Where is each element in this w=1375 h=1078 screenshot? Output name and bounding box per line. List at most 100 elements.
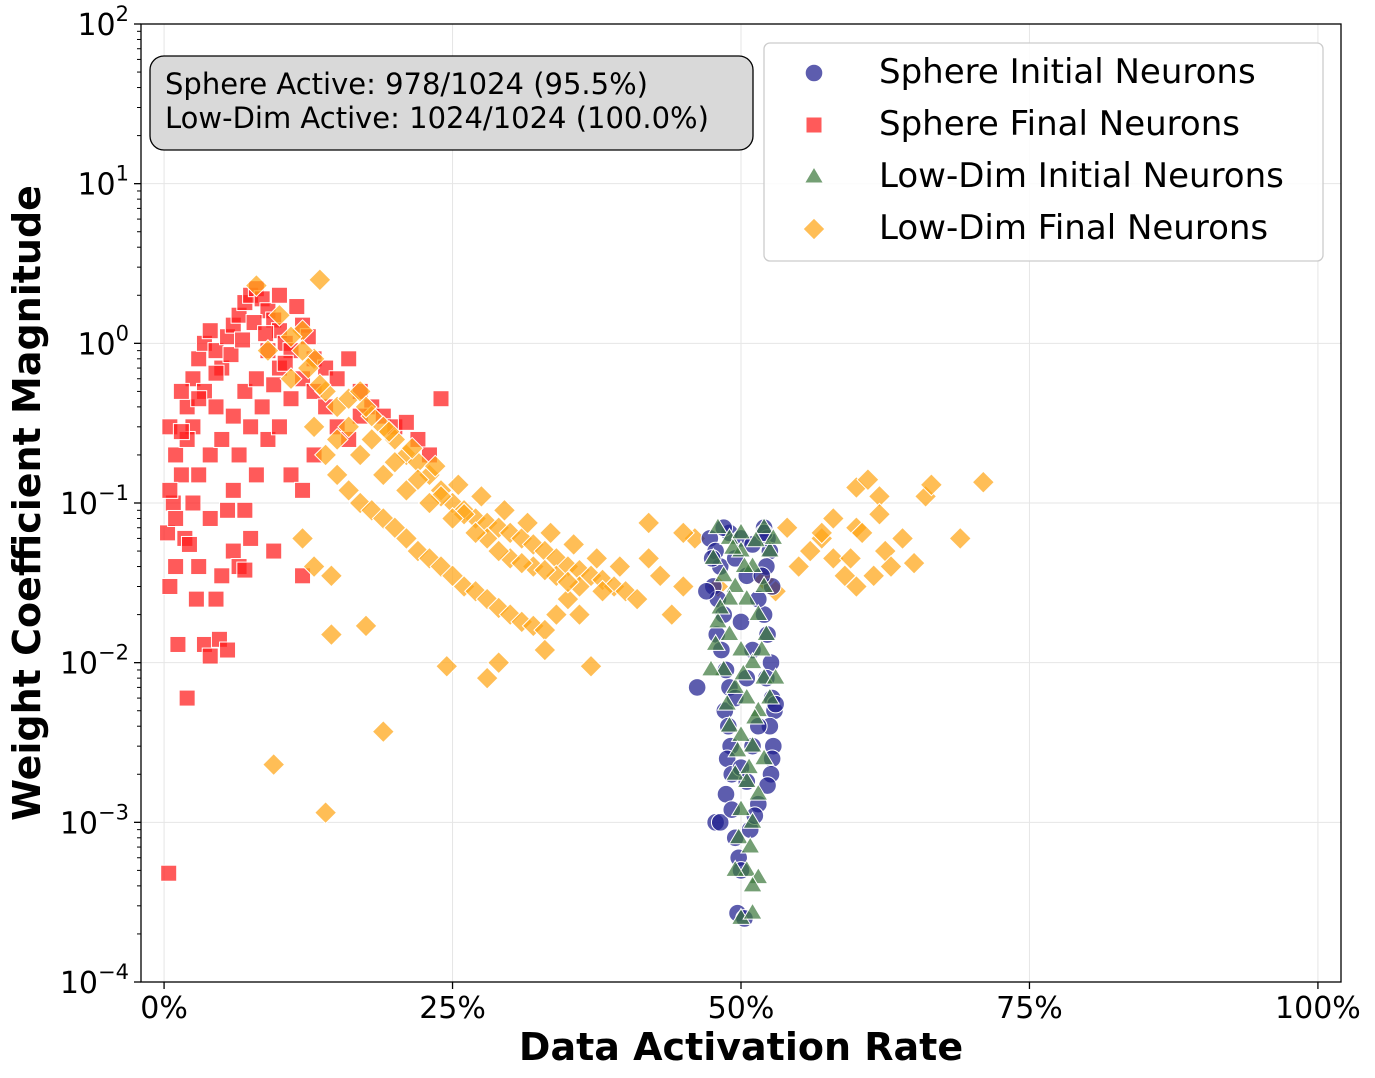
data-point (160, 864, 178, 882)
data-point (207, 398, 225, 416)
data-point (302, 415, 326, 439)
data-point (475, 666, 499, 690)
x-tick-label: 0% (140, 991, 188, 1026)
x-tick-label: 100% (1275, 991, 1361, 1026)
data-point (187, 590, 205, 608)
data-point (719, 623, 740, 642)
data-point (201, 509, 219, 527)
legend-label-sphere-final: Sphere Final Neurons (879, 104, 1240, 144)
data-point (207, 364, 225, 382)
data-point (727, 740, 748, 758)
data-point (242, 529, 260, 547)
data-point (325, 463, 349, 487)
data-point (190, 350, 208, 368)
data-point (821, 506, 845, 531)
data-point (648, 564, 672, 588)
data-point (267, 303, 292, 327)
x-tick-label: 75% (996, 991, 1063, 1026)
y-tick-exponent: −3 (98, 800, 129, 824)
data-point (276, 354, 294, 372)
data-point (400, 436, 424, 460)
y-tick-exponent: 1 (116, 162, 129, 186)
data-point (856, 468, 880, 492)
data-point (247, 466, 265, 484)
data-point (753, 516, 775, 535)
y-tick-base: 10 (60, 647, 98, 682)
data-point (710, 813, 730, 832)
data-point (288, 298, 306, 316)
data-point (257, 325, 275, 343)
data-point (585, 546, 609, 570)
data-point (371, 720, 395, 744)
y-tick-exponent: −1 (98, 481, 129, 505)
legend-marker (805, 116, 823, 134)
data-point (294, 567, 312, 585)
data-point (167, 509, 185, 527)
data-point (432, 390, 450, 408)
data-point (736, 687, 758, 705)
data-point (256, 339, 280, 363)
data-point (219, 641, 237, 659)
data-point (705, 633, 726, 651)
data-point (733, 663, 754, 681)
data-point (417, 491, 442, 515)
y-tick-label: 10−3 (60, 800, 129, 841)
data-point (890, 526, 915, 551)
data-point (314, 801, 338, 825)
data-point (902, 551, 926, 575)
data-point (971, 470, 995, 494)
data-point (751, 639, 773, 657)
data-point (810, 521, 834, 545)
stats-lowdim-active: Low-Dim Active: 1024/1024 (100.0%) (165, 101, 709, 135)
data-point (787, 554, 811, 579)
data-point (302, 554, 326, 579)
data-point (724, 859, 746, 877)
data-point (730, 521, 752, 540)
data-point (753, 575, 775, 593)
x-axis-title: Data Activation Rate (519, 1025, 963, 1069)
data-point (308, 373, 332, 397)
data-point (731, 612, 751, 632)
data-point (730, 798, 752, 817)
legend-marker (804, 63, 824, 83)
data-point (742, 651, 763, 670)
data-point (360, 498, 384, 522)
data-point (567, 603, 592, 627)
data-point (234, 331, 252, 349)
data-point (738, 756, 760, 775)
data-point (919, 473, 943, 497)
data-point (172, 466, 190, 484)
data-point (190, 558, 208, 576)
legend-label-lowdim-initial: Low-Dim Initial Neurons (879, 156, 1284, 196)
data-point (169, 635, 187, 653)
data-point (161, 481, 179, 499)
legend-label-lowdim-final: Low-Dim Final Neurons (879, 208, 1268, 248)
data-point (308, 268, 332, 292)
data-point (319, 622, 343, 647)
data-point (748, 783, 769, 801)
data-point (224, 542, 242, 560)
stats-sphere-active: Sphere Active: 978/1024 (95.5%) (165, 67, 648, 101)
data-point (172, 423, 190, 441)
data-point (190, 466, 208, 484)
data-point (759, 540, 781, 558)
data-point (719, 588, 740, 606)
data-point (236, 561, 254, 579)
data-point (590, 579, 615, 603)
data-point (742, 811, 763, 829)
data-point (167, 558, 185, 576)
data-point (236, 501, 254, 519)
data-point (709, 597, 731, 615)
stats-annotation-box (149, 55, 754, 151)
y-tick-exponent: 2 (116, 2, 129, 26)
data-point (354, 395, 378, 419)
data-point (247, 370, 265, 388)
data-point (759, 687, 781, 705)
data-point (282, 466, 300, 484)
y-tick-label: 102 (77, 2, 129, 43)
data-point (423, 454, 447, 478)
data-point (279, 367, 303, 391)
data-point (279, 325, 303, 349)
data-point (730, 639, 752, 657)
